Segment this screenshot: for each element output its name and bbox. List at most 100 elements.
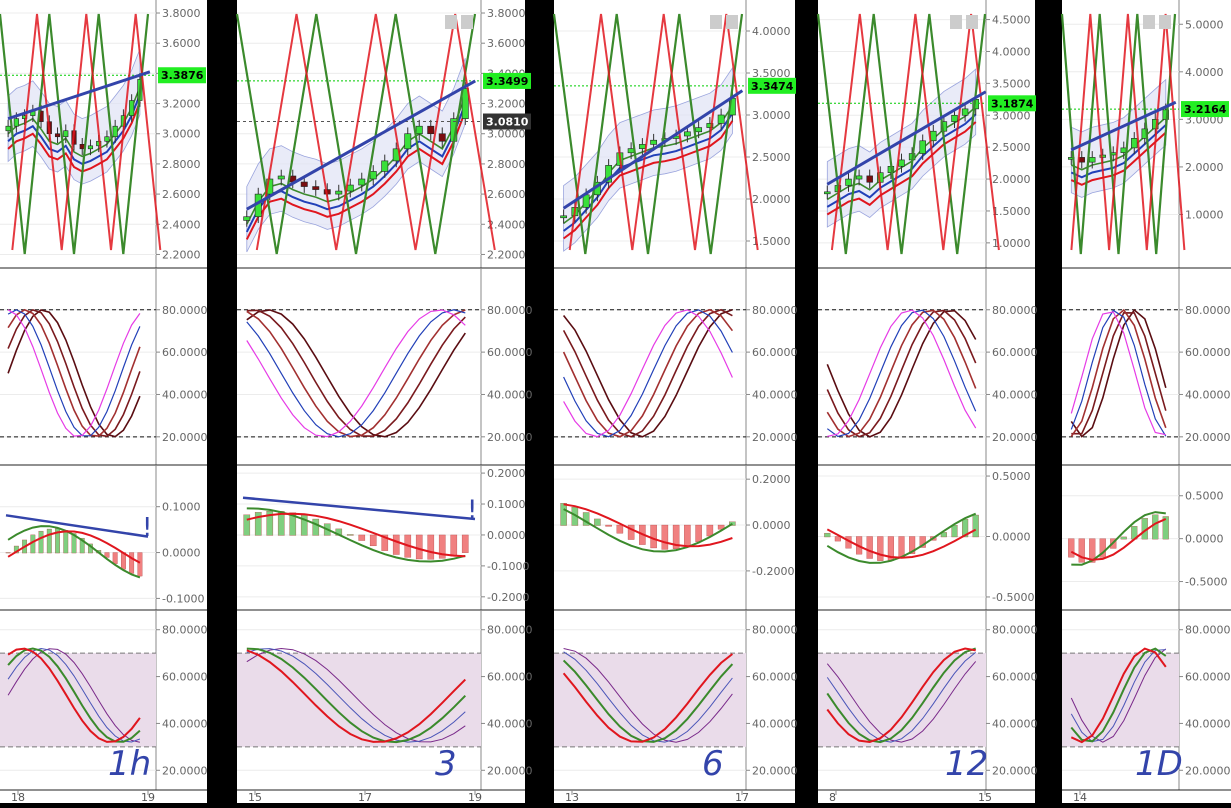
chart-panel-3: 3.80003.60003.40003.20003.00002.80002.60…: [235, 0, 533, 804]
ma-line-red: [245, 110, 467, 240]
zigzag-green: [1060, 13, 1177, 255]
y-tick-label: 20.0000: [1185, 431, 1231, 444]
candle: [346, 184, 354, 192]
ma-line-green: [7, 86, 141, 158]
y-tick-label: 80.0000: [487, 624, 533, 637]
macd-histogram-bar: [254, 512, 262, 536]
oscillator-line: [246, 309, 466, 438]
macd-histogram-bar: [605, 524, 612, 527]
x-tick-label: 19: [141, 791, 155, 803]
macd-histogram-bar: [137, 552, 143, 577]
zoom-in-icon[interactable]: [950, 15, 962, 29]
divergence-line-annotation: [5, 514, 149, 538]
zoom-out-icon[interactable]: [1159, 15, 1171, 29]
candle: [866, 175, 873, 183]
macd-histogram-bar: [112, 552, 118, 564]
macd-histogram-bar: [706, 524, 714, 537]
zoom-in-icon[interactable]: [710, 15, 722, 29]
y-tick-label: 4.0000: [992, 45, 1031, 58]
macd-line: [7, 525, 141, 579]
y-tick-label: 3.0000: [752, 109, 791, 122]
candle: [930, 130, 937, 142]
macd-histogram-bar: [684, 524, 691, 547]
candle: [129, 100, 135, 116]
macd-histogram-bar: [560, 503, 567, 526]
ma-line-red: [7, 101, 141, 173]
zigzag-green: [816, 13, 987, 255]
x-tick-label: 15: [248, 791, 262, 803]
y-tick-label: 2.2000: [487, 248, 526, 261]
y-tick-label: 2.0000: [1185, 161, 1224, 174]
oscillator-line: [7, 308, 141, 437]
y-tick-label: 0.2000: [752, 473, 791, 486]
macd-line: [563, 508, 733, 553]
y-tick-label: 20.0000: [162, 431, 208, 444]
timeframe-annotation: 6: [702, 744, 724, 784]
x-tick-label: 13: [565, 791, 579, 803]
macd-histogram-bar: [450, 534, 458, 557]
oscillator-line: [826, 309, 977, 438]
y-tick-label: 40.0000: [162, 388, 208, 401]
oscillator-line: [246, 309, 466, 438]
candle: [300, 181, 308, 187]
y-tick-label: 0.1000: [162, 501, 201, 514]
y-tick-label: 40.0000: [1185, 388, 1231, 401]
macd-histogram-bar: [1162, 516, 1169, 540]
macd-line: [246, 507, 466, 563]
y-tick-label: 60.0000: [162, 346, 208, 359]
candle: [560, 215, 568, 219]
x-tick-label: 18: [11, 791, 25, 803]
y-tick-label: 20.0000: [162, 764, 208, 777]
y-tick-label: 3.8000: [162, 7, 201, 20]
candle: [582, 194, 590, 208]
macd-histogram-bar: [940, 532, 947, 538]
divergence-mark: !: [467, 495, 477, 525]
y-tick-label: 0.0000: [1185, 533, 1224, 546]
y-tick-label: 3.0000: [992, 109, 1031, 122]
zigzag-green: [552, 13, 744, 255]
oscillator-line: [246, 309, 466, 438]
ma-line-blue: [7, 94, 141, 165]
macd-histogram-bar: [729, 521, 736, 526]
y-tick-label: 1.0000: [992, 237, 1031, 250]
signal-line: [7, 530, 141, 564]
signal-line: [563, 503, 733, 548]
zoom-out-icon[interactable]: [461, 15, 473, 29]
rsi-line: [7, 647, 141, 743]
y-tick-label: 3.5000: [992, 77, 1031, 90]
macd-histogram-bar: [427, 534, 435, 560]
y-tick-label: 2.5000: [752, 151, 791, 164]
zoom-in-icon[interactable]: [445, 15, 457, 29]
candle: [404, 133, 412, 150]
timeframe-annotation: 12: [945, 744, 988, 784]
zoom-out-icon[interactable]: [726, 15, 738, 29]
oscillator-line: [246, 309, 466, 438]
macd-histogram-bar: [381, 534, 389, 551]
y-tick-label: 3.0000: [162, 128, 201, 141]
y-tick-label: 0.2000: [487, 467, 526, 480]
macd-histogram-bar: [616, 524, 624, 534]
oscillator-line: [826, 309, 977, 438]
signal-line: [1070, 517, 1167, 561]
y-tick-label: 60.0000: [1185, 346, 1231, 359]
macd-histogram-bar: [369, 534, 377, 547]
zoom-in-icon[interactable]: [1143, 15, 1155, 29]
y-tick-label: 3.8000: [487, 7, 526, 20]
rsi-line: [7, 647, 141, 743]
zoom-out-icon[interactable]: [966, 15, 978, 29]
y-tick-label: 0.1000: [487, 498, 526, 511]
macd-histogram-bar: [877, 536, 884, 561]
y-tick-label: 60.0000: [487, 346, 533, 359]
oscillator-line: [7, 309, 141, 437]
zigzag-red: [568, 13, 759, 251]
candle: [277, 175, 285, 180]
oscillator-line: [562, 308, 733, 438]
current-price-tag: [1181, 101, 1229, 118]
chart-panel-1h: 3.80003.60003.40003.20003.00002.80002.60…: [0, 0, 208, 804]
y-tick-label: 3.2000: [162, 98, 201, 111]
candle: [845, 178, 852, 186]
zigzag-red: [255, 13, 496, 251]
oscillator-line: [562, 309, 733, 438]
y-tick-label: 40.0000: [487, 388, 533, 401]
current-price-tag: [158, 67, 206, 84]
